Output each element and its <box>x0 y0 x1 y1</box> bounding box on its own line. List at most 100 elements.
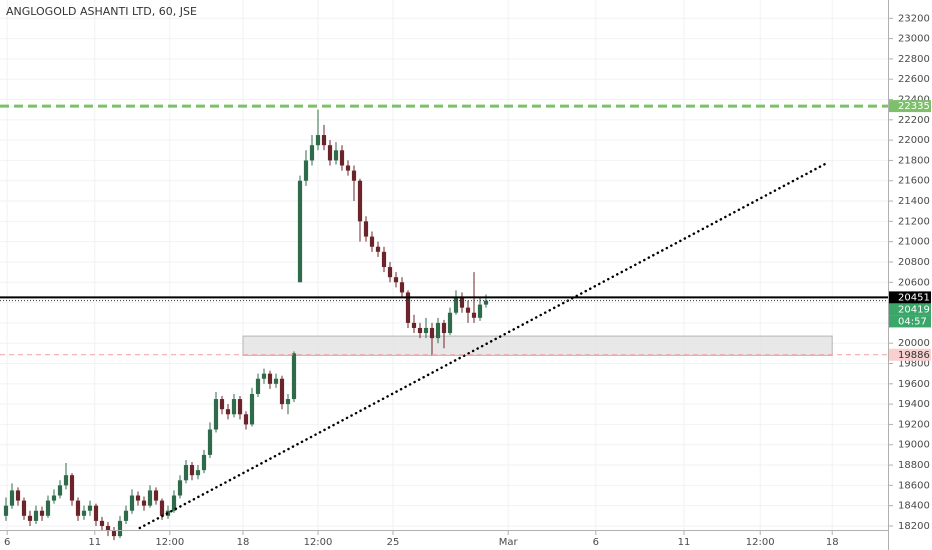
candle-body <box>345 165 351 171</box>
candle-body <box>285 399 291 405</box>
candle-body <box>237 399 243 415</box>
candle-body <box>483 300 489 305</box>
x-tick-label: 6 <box>4 537 10 548</box>
x-tick-label: 11 <box>678 537 691 548</box>
price-label: 19886 <box>898 350 930 361</box>
candle-body <box>21 500 27 516</box>
candle-body <box>303 160 309 181</box>
y-tick-label: 22400 <box>898 95 930 106</box>
candle-body <box>81 510 87 516</box>
candle-body <box>129 495 135 511</box>
y-tick-label: 21000 <box>898 237 930 248</box>
candle-body <box>27 515 33 521</box>
candle-body <box>141 500 147 506</box>
candle-body <box>9 490 15 506</box>
candle-body <box>423 327 429 334</box>
candle-body <box>429 327 435 339</box>
y-tick-label: 18200 <box>898 521 930 532</box>
y-tick-label: 22000 <box>898 135 930 146</box>
price-label-box <box>889 100 931 113</box>
candle-body <box>171 495 177 511</box>
candle-body <box>261 373 267 379</box>
candle-body <box>381 251 387 268</box>
x-tick-label: 12:00 <box>304 537 333 548</box>
price-label-box <box>889 291 931 304</box>
candle-body <box>327 145 333 161</box>
candle-body <box>369 236 375 247</box>
candle-body <box>51 495 57 501</box>
y-tick-label: 23200 <box>898 13 930 24</box>
y-tick-label: 21400 <box>898 196 930 207</box>
candle-body <box>465 307 471 313</box>
candle-body <box>213 399 219 430</box>
candle-body <box>243 414 249 425</box>
candle-body <box>93 505 99 521</box>
candle-body <box>195 470 201 476</box>
candle-body <box>45 500 51 516</box>
chart-title: ANGLOGOLD ASHANTI LTD, 60, JSE <box>6 5 197 18</box>
y-tick-label: 21200 <box>898 216 930 227</box>
y-tick-label: 23000 <box>898 34 930 45</box>
y-tick-label: 18600 <box>898 480 930 491</box>
candle-body <box>153 490 159 501</box>
candle-body <box>387 267 393 278</box>
candle-body <box>99 520 105 526</box>
y-tick-label: 19400 <box>898 399 930 410</box>
candle-body <box>63 475 69 486</box>
candle-body <box>201 454 207 471</box>
candle-body <box>375 246 381 252</box>
y-tick-label: 20000 <box>898 338 930 349</box>
candle-body <box>279 378 285 405</box>
candle-body <box>39 510 45 516</box>
y-tick-label: 21600 <box>898 176 930 187</box>
y-tick-label: 21800 <box>898 155 930 166</box>
y-tick-label: 18800 <box>898 460 930 471</box>
candle-body <box>417 327 423 334</box>
candle-body <box>393 277 399 283</box>
y-tick-label: 20600 <box>898 277 930 288</box>
candle-body <box>159 500 165 516</box>
candle-body <box>297 180 303 283</box>
y-tick-label: 18400 <box>898 501 930 512</box>
candle-body <box>471 312 477 318</box>
x-tick-label: 12:00 <box>155 537 184 548</box>
candle-body <box>117 520 123 537</box>
y-tick-label: 19000 <box>898 440 930 451</box>
x-tick-label: Mar <box>499 537 519 548</box>
candle-body <box>87 505 93 511</box>
y-tick-label: 22200 <box>898 115 930 126</box>
candle-body <box>3 505 9 516</box>
candle-body <box>357 180 363 222</box>
candle-body <box>225 409 231 415</box>
price-label: 22335 <box>898 101 930 112</box>
candle-body <box>267 373 273 384</box>
x-tick-label: 11 <box>88 537 101 548</box>
candle-body <box>411 322 417 328</box>
candle-body <box>453 297 459 313</box>
candle-body <box>351 170 357 181</box>
countdown-box <box>889 315 931 328</box>
y-tick-label: 22600 <box>898 74 930 85</box>
candle-body <box>57 485 63 496</box>
candle-body <box>255 378 261 394</box>
candle-body <box>189 465 195 476</box>
y-tick-label: 19200 <box>898 419 930 430</box>
candle-body <box>459 297 465 308</box>
candle-body <box>111 531 117 537</box>
candle-body <box>183 465 189 481</box>
price-label-box <box>889 303 931 316</box>
candle-body <box>69 475 75 501</box>
x-tick-label: 12:00 <box>746 537 775 548</box>
x-tick-label: 25 <box>387 537 400 548</box>
candle-body <box>339 150 345 166</box>
candle-body <box>135 495 141 501</box>
candle-body <box>105 525 111 532</box>
countdown: 04:57 <box>898 316 927 327</box>
candle-body <box>399 282 405 293</box>
zone <box>242 335 833 356</box>
candle-body <box>33 510 39 521</box>
candle-body <box>177 480 183 496</box>
candle-body <box>123 510 129 521</box>
candle-body <box>15 490 21 501</box>
